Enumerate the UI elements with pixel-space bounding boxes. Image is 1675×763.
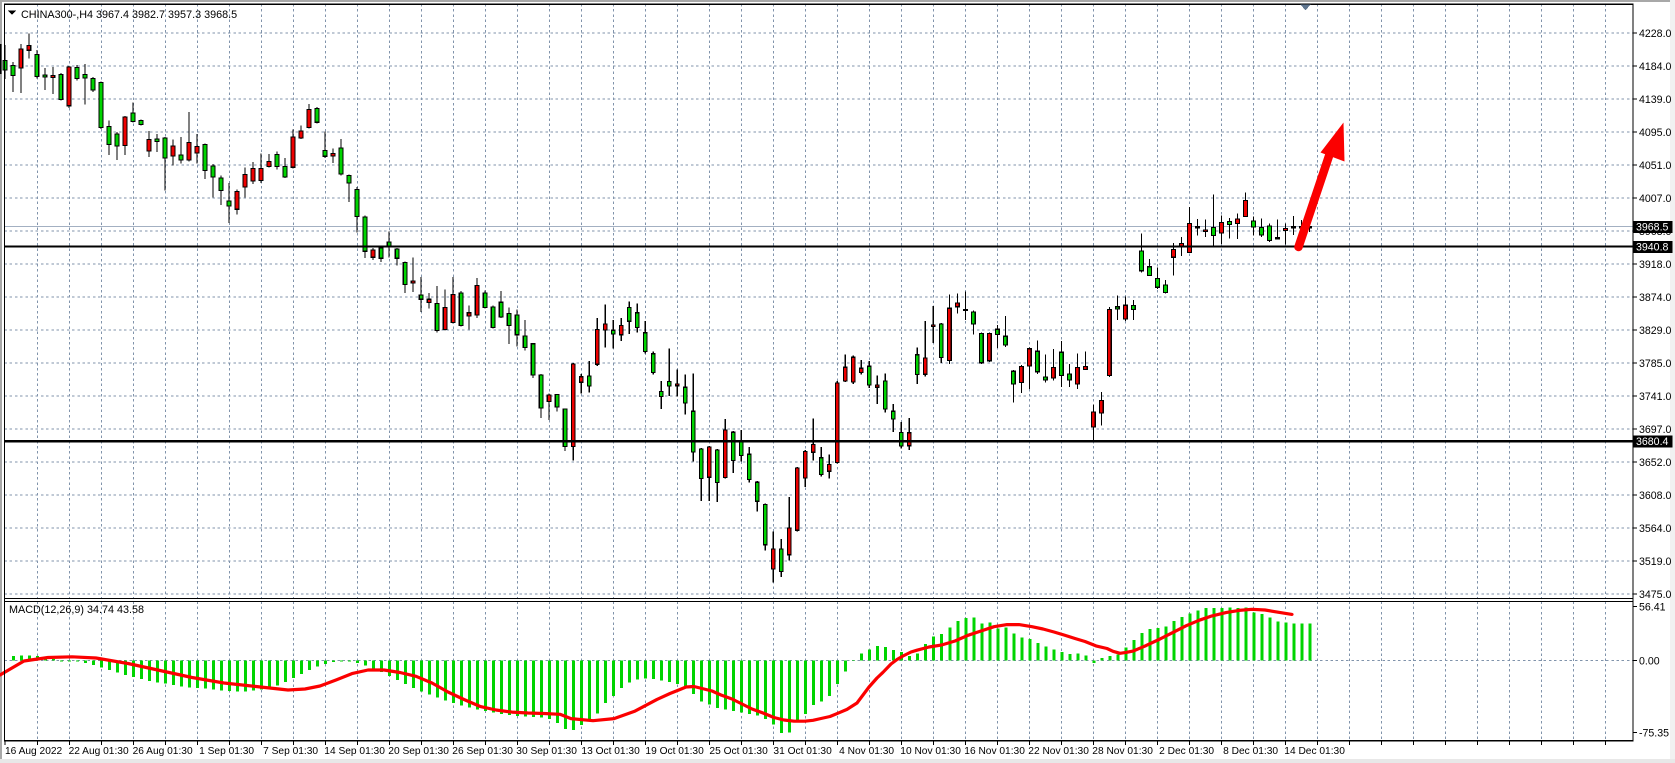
svg-text:13 Oct 01:30: 13 Oct 01:30	[581, 746, 640, 757]
svg-text:3968.5: 3968.5	[1636, 222, 1669, 234]
svg-text:22 Aug 01:30: 22 Aug 01:30	[69, 746, 129, 757]
svg-text:2 Dec 01:30: 2 Dec 01:30	[1159, 746, 1214, 757]
svg-text:8 Dec 01:30: 8 Dec 01:30	[1223, 746, 1278, 757]
svg-text:3564.0: 3564.0	[1639, 523, 1672, 535]
svg-text:3680.4: 3680.4	[1636, 436, 1669, 448]
svg-text:22 Nov 01:30: 22 Nov 01:30	[1028, 746, 1089, 757]
svg-text:16 Nov 01:30: 16 Nov 01:30	[964, 746, 1025, 757]
svg-text:4139.0: 4139.0	[1639, 94, 1672, 106]
svg-text:3519.0: 3519.0	[1639, 556, 1672, 568]
svg-text:7 Sep 01:30: 7 Sep 01:30	[263, 746, 318, 757]
svg-text:4051.0: 4051.0	[1639, 160, 1672, 172]
svg-text:3829.0: 3829.0	[1639, 325, 1672, 337]
svg-text:14 Dec 01:30: 14 Dec 01:30	[1284, 746, 1345, 757]
svg-text:4184.0: 4184.0	[1639, 61, 1672, 73]
svg-text:3652.0: 3652.0	[1639, 457, 1672, 469]
svg-text:25 Oct 01:30: 25 Oct 01:30	[709, 746, 768, 757]
svg-text:CHINA300-,H4 3967.4 3982.7 39: CHINA300-,H4 3967.4 3982.7 3957.3 3968.5	[21, 9, 237, 21]
svg-text:4228.0: 4228.0	[1639, 28, 1672, 40]
svg-text:4007.0: 4007.0	[1639, 193, 1672, 205]
svg-text:19 Oct 01:30: 19 Oct 01:30	[645, 746, 704, 757]
svg-text:30 Sep 01:30: 30 Sep 01:30	[516, 746, 577, 757]
svg-text:20 Sep 01:30: 20 Sep 01:30	[388, 746, 449, 757]
svg-text:3918.0: 3918.0	[1639, 259, 1672, 271]
svg-text:26 Sep 01:30: 26 Sep 01:30	[452, 746, 513, 757]
svg-text:16 Aug 2022: 16 Aug 2022	[5, 746, 63, 757]
svg-text:4095.0: 4095.0	[1639, 127, 1672, 139]
svg-text:10 Nov 01:30: 10 Nov 01:30	[900, 746, 961, 757]
svg-text:26 Aug 01:30: 26 Aug 01:30	[133, 746, 193, 757]
svg-text:-75.35: -75.35	[1639, 728, 1669, 740]
svg-text:3940.8: 3940.8	[1636, 242, 1669, 254]
svg-text:3785.0: 3785.0	[1639, 358, 1672, 370]
svg-text:3608.0: 3608.0	[1639, 490, 1672, 502]
svg-text:4 Nov 01:30: 4 Nov 01:30	[839, 746, 894, 757]
svg-text:1 Sep 01:30: 1 Sep 01:30	[199, 746, 254, 757]
svg-text:28 Nov 01:30: 28 Nov 01:30	[1092, 746, 1153, 757]
svg-text:3741.0: 3741.0	[1639, 391, 1672, 403]
svg-text:MACD(12,26,9) 34.74 43.58: MACD(12,26,9) 34.74 43.58	[9, 604, 144, 616]
svg-text:3475.0: 3475.0	[1639, 589, 1672, 601]
svg-text:31 Oct 01:30: 31 Oct 01:30	[773, 746, 832, 757]
svg-text:14 Sep 01:30: 14 Sep 01:30	[324, 746, 385, 757]
svg-text:3874.0: 3874.0	[1639, 292, 1672, 304]
svg-text:3697.0: 3697.0	[1639, 424, 1672, 436]
svg-text:56.41: 56.41	[1639, 601, 1666, 613]
svg-text:0.00: 0.00	[1639, 655, 1660, 667]
